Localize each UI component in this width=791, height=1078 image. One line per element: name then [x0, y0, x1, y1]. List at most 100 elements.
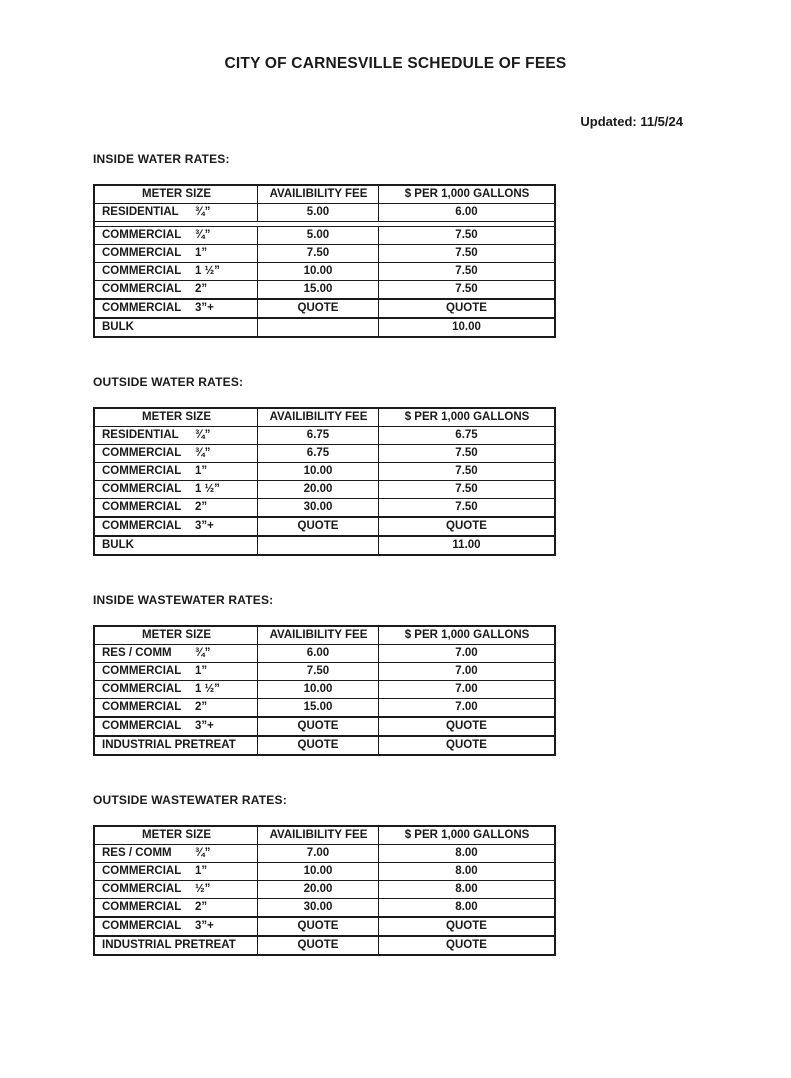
meter-category-label: RES / COMM: [102, 647, 172, 659]
meter-category-label: RESIDENTIAL: [102, 429, 179, 441]
meter-size-cell: COMMERCIAL 1”: [95, 245, 258, 262]
table-row: COMMERCIAL 2” 30.00 7.50: [95, 498, 554, 516]
column-header-per-1000-gallons: $ PER 1,000 GALLONS: [404, 188, 530, 200]
meter-size-cell: COMMERCIAL 3”+: [95, 918, 258, 935]
meter-size-value: 3”+: [195, 720, 214, 732]
table-row: COMMERCIAL 1 ½” 10.00 7.50: [95, 262, 554, 280]
availability-fee-cell: 20.00: [258, 481, 379, 498]
table-header-row: METER SIZE AVAILIBILITY FEE $ PER 1,000 GA…: [95, 186, 554, 203]
availability-fee-cell: 6.00: [258, 645, 379, 662]
per-1000-gallons-cell: QUOTE: [446, 920, 487, 932]
meter-category-label: COMMERCIAL: [102, 447, 182, 459]
meter-category-label: COMMERCIAL: [102, 465, 182, 477]
per-1000-gallons-cell: 7.50: [455, 447, 478, 459]
availability-fee-cell: 15.00: [258, 281, 379, 298]
table-row: INDUSTRIAL PRETREAT QUOTE QUOTE: [95, 935, 554, 954]
inside-water-rates-section: INSIDE WATER RATES: METER SIZE AVAILIBILIT…: [93, 152, 791, 338]
section-heading: OUTSIDE WASTEWATER RATES:: [93, 793, 287, 807]
meter-category-label: RESIDENTIAL: [102, 206, 179, 218]
per-1000-gallons-cell: 7.00: [455, 701, 478, 713]
table-row: COMMERCIAL 1 ½” 20.00 7.50: [95, 480, 554, 498]
per-1000-gallons-cell: 8.00: [455, 847, 478, 859]
meter-category-label: RES / COMM: [102, 847, 172, 859]
meter-category-label: COMMERCIAL: [102, 302, 182, 314]
table-row: COMMERCIAL 1 ½” 10.00 7.00: [95, 680, 554, 698]
table-row: RESIDENTIAL ¾” 6.75 6.75: [95, 426, 554, 444]
per-1000-gallons-cell: 8.00: [455, 883, 478, 895]
availability-fee-cell: [258, 319, 379, 336]
meter-category-label: COMMERCIAL: [102, 520, 182, 532]
table-row: BULK 10.00: [95, 317, 554, 336]
table-row: COMMERCIAL 3”+ QUOTE QUOTE: [95, 516, 554, 535]
meter-size-cell: RESIDENTIAL ¾”: [95, 427, 258, 444]
meter-size-cell: INDUSTRIAL PRETREAT: [95, 737, 258, 754]
per-1000-gallons-cell: 6.75: [455, 429, 478, 441]
meter-size-value: ¾”: [195, 447, 211, 459]
meter-size-cell: COMMERCIAL 1”: [95, 463, 258, 480]
meter-size-value: 1 ½”: [195, 265, 220, 277]
table-row: COMMERCIAL 1” 10.00 7.50: [95, 462, 554, 480]
meter-size-value: ¾”: [195, 647, 211, 659]
meter-category-label: COMMERCIAL: [102, 701, 182, 713]
meter-category-label: COMMERCIAL: [102, 229, 182, 241]
meter-category-label: COMMERCIAL: [102, 265, 182, 277]
meter-size-value: 2”: [195, 701, 208, 713]
table-row: COMMERCIAL 1” 7.50 7.00: [95, 662, 554, 680]
availability-fee-cell: [258, 537, 379, 554]
per-1000-gallons-cell: QUOTE: [446, 520, 487, 532]
availability-fee-cell: 5.00: [258, 204, 379, 221]
meter-size-cell: COMMERCIAL ¾”: [95, 445, 258, 462]
table-row: COMMERCIAL ¾” 5.00 7.50: [95, 226, 554, 244]
column-header-availability-fee: AVAILIBILITY FEE: [258, 827, 379, 844]
meter-size-value: 1 ½”: [195, 683, 220, 695]
meter-size-cell: COMMERCIAL 3”+: [95, 300, 258, 317]
meter-size-value: 1 ½”: [195, 483, 220, 495]
outside-water-rates-section: OUTSIDE WATER RATES: METER SIZE AVAILIBILI…: [93, 375, 791, 556]
meter-size-value: 2”: [195, 901, 208, 913]
column-header-meter-size: METER SIZE: [95, 186, 258, 203]
meter-category-label: COMMERCIAL: [102, 901, 182, 913]
per-1000-gallons-cell: QUOTE: [446, 302, 487, 314]
meter-category-label: COMMERCIAL: [102, 883, 182, 895]
per-1000-gallons-cell: 7.50: [455, 501, 478, 513]
table-row: COMMERCIAL 1” 7.50 7.50: [95, 244, 554, 262]
page-title: CITY OF CARNESVILLE SCHEDULE OF FEES: [224, 55, 567, 72]
meter-size-cell: COMMERCIAL 1 ½”: [95, 681, 258, 698]
availability-fee-cell: 10.00: [258, 463, 379, 480]
availability-fee-cell: 20.00: [258, 881, 379, 898]
table-row: BULK 11.00: [95, 535, 554, 554]
meter-size-cell: RES / COMM ¾”: [95, 645, 258, 662]
meter-size-value: 3”+: [195, 920, 214, 932]
section-heading: OUTSIDE WATER RATES:: [93, 375, 244, 389]
availability-fee-cell: QUOTE: [258, 300, 379, 317]
meter-category-label: BULK: [102, 321, 134, 333]
per-1000-gallons-cell: 10.00: [452, 321, 481, 333]
table-row: COMMERCIAL 2” 30.00 8.00: [95, 898, 554, 916]
availability-fee-cell: 7.00: [258, 845, 379, 862]
outside-water-rates-table: METER SIZE AVAILIBILITY FEE $ PER 1,000 GA…: [93, 407, 556, 556]
per-1000-gallons-cell: 7.50: [455, 265, 478, 277]
meter-category-label: COMMERCIAL: [102, 865, 182, 877]
table-header-row: METER SIZE AVAILIBILITY FEE $ PER 1,000 GA…: [95, 627, 554, 644]
availability-fee-cell: 30.00: [258, 499, 379, 516]
meter-size-cell: COMMERCIAL 1 ½”: [95, 481, 258, 498]
outside-wastewater-rates-table: METER SIZE AVAILIBILITY FEE $ PER 1,000 GA…: [93, 825, 556, 956]
availability-fee-cell: 7.50: [258, 663, 379, 680]
per-1000-gallons-cell: 7.50: [455, 283, 478, 295]
table-row: COMMERCIAL 2” 15.00 7.00: [95, 698, 554, 716]
per-1000-gallons-cell: 6.00: [455, 206, 478, 218]
meter-size-cell: BULK: [95, 319, 258, 336]
meter-size-cell: RES / COMM ¾”: [95, 845, 258, 862]
per-1000-gallons-cell: QUOTE: [446, 939, 487, 951]
availability-fee-cell: 7.50: [258, 245, 379, 262]
meter-size-value: ½”: [195, 883, 211, 895]
meter-size-cell: RESIDENTIAL ¾”: [95, 204, 258, 221]
fee-sections-container: INSIDE WATER RATES: METER SIZE AVAILIBILIT…: [0, 152, 791, 956]
per-1000-gallons-cell: 7.50: [455, 247, 478, 259]
per-1000-gallons-cell: 8.00: [455, 901, 478, 913]
per-1000-gallons-cell: 7.00: [455, 665, 478, 677]
meter-size-value: 2”: [195, 501, 208, 513]
document-page: CITY OF CARNESVILLE SCHEDULE OF FEES Upd…: [0, 54, 791, 1078]
availability-fee-cell: 6.75: [258, 445, 379, 462]
meter-category-label: COMMERCIAL: [102, 247, 182, 259]
